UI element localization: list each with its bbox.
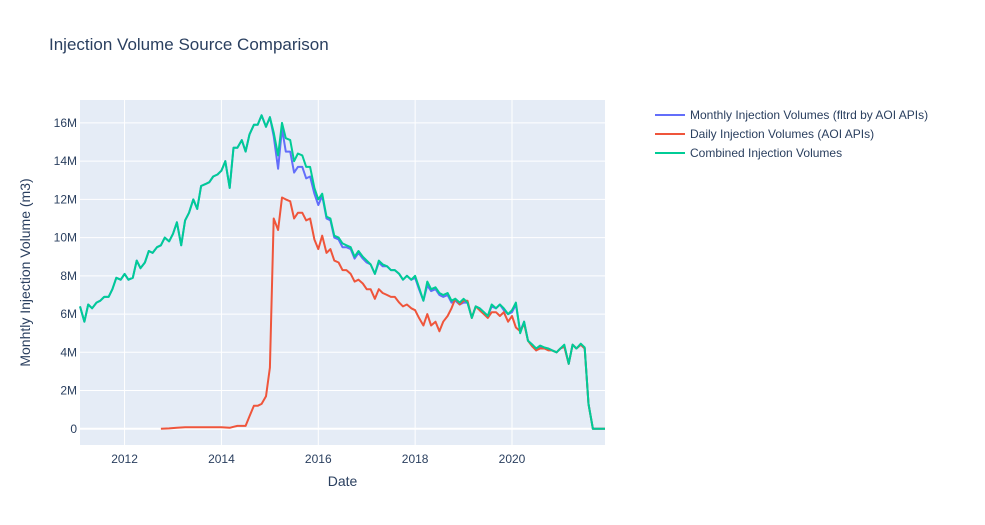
legend-item[interactable]: Daily Injection Volumes (AOI APIs) — [655, 127, 874, 141]
x-tick-label: 2012 — [111, 452, 138, 466]
x-tick-label: 2018 — [402, 452, 429, 466]
legend-item[interactable]: Combined Injection Volumes — [655, 146, 842, 160]
legend[interactable]: Monthly Injection Volumes (fltrd by AOI … — [655, 108, 928, 160]
legend-label: Daily Injection Volumes (AOI APIs) — [690, 127, 874, 141]
y-tick-label: 4M — [60, 345, 77, 359]
y-tick-label: 10M — [54, 231, 77, 245]
series-lines — [79, 114, 605, 430]
x-axis-ticks: 2012 2014 2016 2018 2020 — [111, 452, 525, 466]
series-line-3 — [79, 114, 605, 430]
y-tick-label: 6M — [60, 307, 77, 321]
y-tick-label: 0 — [70, 422, 77, 436]
legend-label: Combined Injection Volumes — [690, 146, 842, 160]
x-tick-label: 2014 — [208, 452, 235, 466]
y-tick-label: 12M — [54, 192, 77, 206]
y-axis-ticks: 0 2M 4M 6M 8M 10M 12M 14M 16M — [54, 116, 78, 436]
x-tick-label: 2016 — [305, 452, 332, 466]
y-tick-label: 14M — [54, 154, 77, 168]
plot-area — [80, 100, 605, 445]
y-tick-label: 8M — [60, 269, 77, 283]
chart-title: Injection Volume Source Comparison — [49, 35, 329, 54]
y-tick-label: 16M — [54, 116, 77, 130]
y-tick-label: 2M — [60, 384, 77, 398]
y-axis-title: Monhtly Injection Volume (m3) — [17, 178, 33, 366]
series-line-2 — [160, 196, 605, 430]
legend-item[interactable]: Monthly Injection Volumes (fltrd by AOI … — [655, 108, 928, 122]
x-tick-label: 2020 — [499, 452, 526, 466]
x-axis-title: Date — [328, 473, 358, 489]
legend-label: Monthly Injection Volumes (fltrd by AOI … — [690, 108, 928, 122]
